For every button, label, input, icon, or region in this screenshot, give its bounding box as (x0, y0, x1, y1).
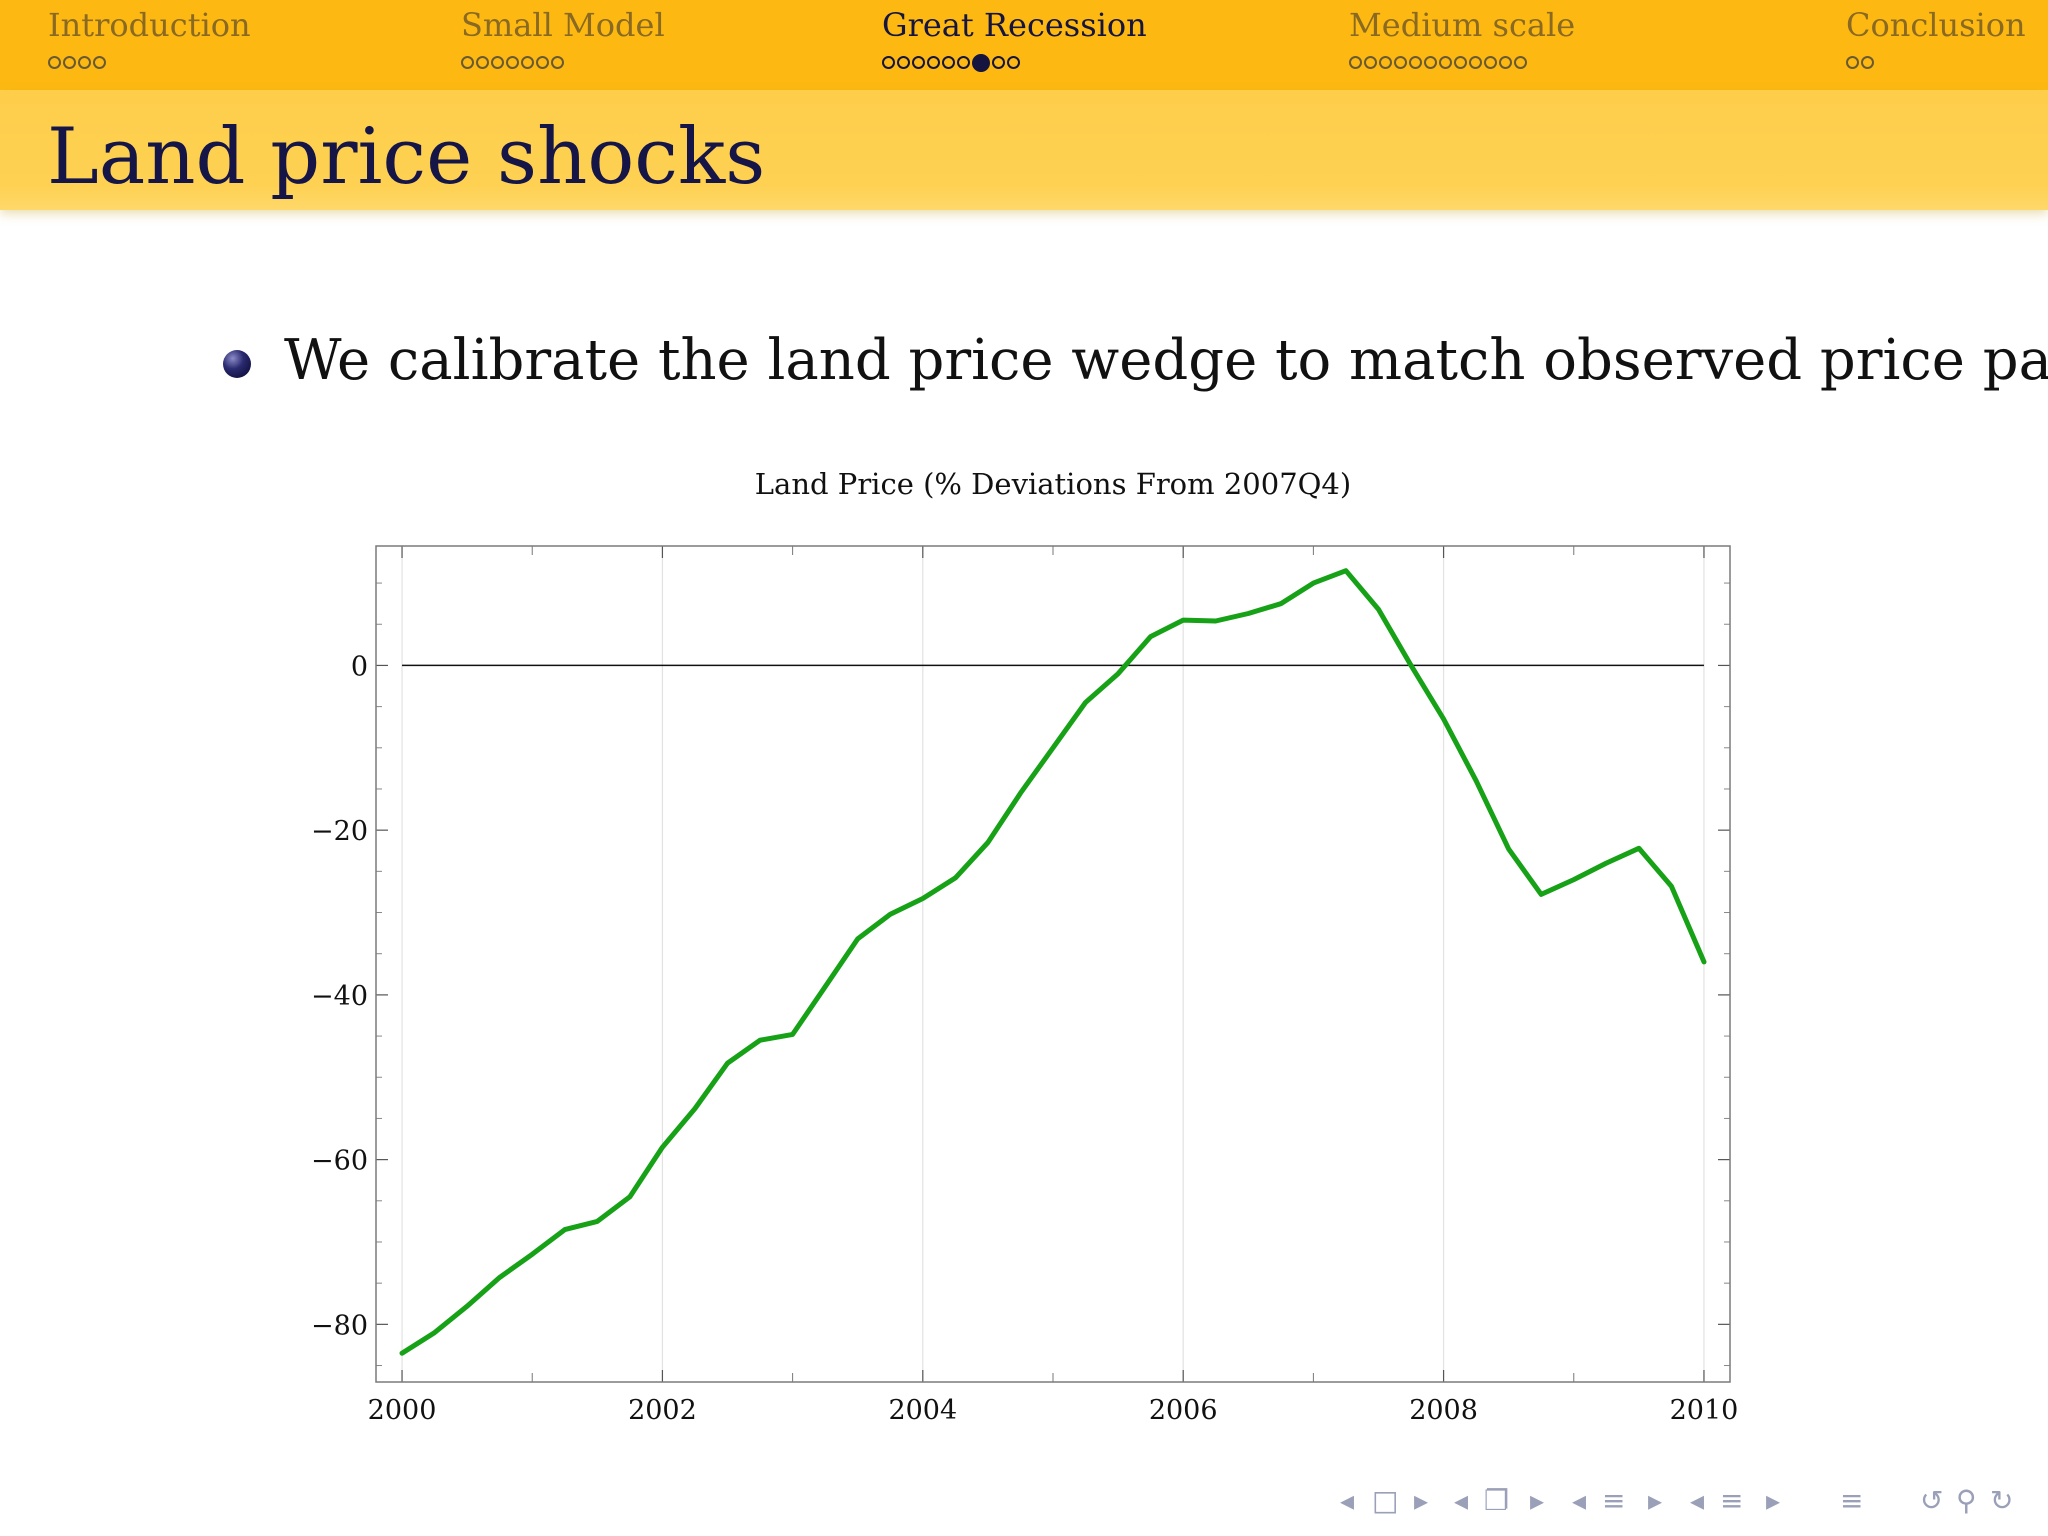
x-tick-label: 2008 (1409, 1395, 1478, 1426)
nav-dot[interactable] (942, 56, 955, 69)
nav-section-small-model[interactable]: Small Model (461, 6, 665, 69)
nav-dots[interactable] (882, 52, 1022, 72)
plot-frame (375, 545, 1731, 1383)
nav-dot[interactable] (1454, 56, 1467, 69)
nav-label[interactable]: Introduction (48, 6, 251, 44)
nav-dot[interactable] (1439, 56, 1452, 69)
nav-dot[interactable] (882, 56, 895, 69)
nav-dot[interactable] (461, 56, 474, 69)
chart-title: Land Price (% Deviations From 2007Q4) (754, 467, 1352, 501)
x-tick-label: 2006 (1149, 1395, 1218, 1426)
nav-dot[interactable] (491, 56, 504, 69)
land-price-line (399, 568, 1707, 1356)
chart-tick-labels: 2000 2002 2004 2006 2008 2010 0 −20 −40 −60 −80 (311, 651, 1738, 1426)
nav-label[interactable]: Small Model (461, 6, 665, 44)
nav-dot[interactable] (521, 56, 534, 69)
nav-label[interactable]: Great Recession (882, 6, 1147, 44)
nav-dot[interactable] (63, 56, 76, 69)
nav-dot[interactable] (1379, 56, 1392, 69)
nav-dots[interactable] (461, 52, 566, 71)
chart-series (399, 568, 1707, 1356)
x-tick-label: 2004 (888, 1395, 957, 1426)
subsection-icon[interactable]: ❐ (1484, 1484, 1510, 1517)
nav-section-medium-scale[interactable]: Medium scale (1349, 6, 1576, 69)
nav-dot[interactable] (897, 56, 910, 69)
section-icon[interactable]: ≡ (1602, 1484, 1626, 1517)
arrow-left-icon[interactable]: ◂ (1340, 1484, 1355, 1517)
nav-dot[interactable] (93, 56, 106, 69)
nav-dot[interactable] (1424, 56, 1437, 69)
nav-dot[interactable] (551, 56, 564, 69)
nav-dot[interactable] (78, 56, 91, 69)
bullet-text: We calibrate the land price wedge to mat… (284, 328, 2048, 393)
x-tick-label: 2002 (628, 1395, 697, 1426)
nav-dot[interactable] (1394, 56, 1407, 69)
y-tick-label: −60 (311, 1146, 368, 1177)
chart-grid (401, 546, 1705, 1382)
redo-icon[interactable]: ↻ (1990, 1484, 2014, 1517)
nav-dot[interactable] (476, 56, 489, 69)
arrow-right-icon[interactable]: ▸ (1648, 1484, 1663, 1517)
undo-icon[interactable]: ↺ (1920, 1484, 1944, 1517)
nav-label[interactable]: Medium scale (1349, 6, 1576, 44)
nav-label[interactable]: Conclusion (1846, 6, 2026, 44)
arrow-left-icon[interactable]: ◂ (1454, 1484, 1469, 1517)
arrow-left-icon[interactable]: ◂ (1572, 1484, 1587, 1517)
nav-dot[interactable] (506, 56, 519, 69)
arrow-left-icon[interactable]: ◂ (1690, 1484, 1705, 1517)
x-tick-label: 2000 (368, 1395, 437, 1426)
chart-ticks (376, 546, 1730, 1382)
nav-dot[interactable] (1514, 56, 1527, 69)
nav-dot[interactable] (927, 56, 940, 69)
nav-dot[interactable] (48, 56, 61, 69)
bullet-icon (223, 350, 251, 378)
nav-dot[interactable] (992, 56, 1005, 69)
nav-dots[interactable] (1349, 52, 1529, 71)
nav-dot[interactable] (1499, 56, 1512, 69)
nav-dot[interactable] (957, 56, 970, 69)
y-tick-label: 0 (351, 651, 368, 682)
arrow-right-icon[interactable]: ▸ (1530, 1484, 1545, 1517)
frame-icon[interactable]: □ (1372, 1484, 1399, 1517)
x-tick-label: 2010 (1670, 1395, 1739, 1426)
nav-dot[interactable] (1484, 56, 1497, 69)
navigation-bar: Introduction Small Model Great Recession… (0, 0, 2048, 90)
arrow-right-icon[interactable]: ▸ (1766, 1484, 1781, 1517)
nav-dot[interactable] (1861, 56, 1874, 69)
nav-dot[interactable] (1007, 56, 1020, 69)
nav-section-great-recession[interactable]: Great Recession (882, 6, 1147, 72)
title-bar: Land price shocks (0, 90, 2048, 210)
y-tick-label: −20 (311, 816, 368, 847)
nav-dot[interactable] (1846, 56, 1859, 69)
section-icon[interactable]: ≡ (1720, 1484, 1744, 1517)
nav-dot[interactable] (1409, 56, 1422, 69)
nav-section-conclusion[interactable]: Conclusion (1846, 6, 2026, 69)
toc-icon[interactable]: ≡ (1840, 1484, 1864, 1517)
nav-dot[interactable] (1364, 56, 1377, 69)
beamer-controls: ◂ □ ▸ ◂ ❐ ▸ ◂ ≡ ▸ ◂ ≡ ▸ ≡ ↺ ⚲ ↻ (1330, 1484, 2030, 1524)
slide-title: Land price shocks (47, 112, 766, 202)
nav-dot[interactable] (972, 53, 990, 72)
y-tick-label: −40 (311, 981, 368, 1012)
nav-dot[interactable] (1349, 56, 1362, 69)
nav-section-introduction[interactable]: Introduction (48, 6, 251, 69)
arrow-right-icon[interactable]: ▸ (1414, 1484, 1429, 1517)
y-tick-label: −80 (311, 1310, 368, 1341)
search-icon[interactable]: ⚲ (1956, 1484, 1977, 1517)
nav-dot[interactable] (1469, 56, 1482, 69)
nav-dot[interactable] (536, 56, 549, 69)
nav-dots[interactable] (48, 52, 108, 71)
nav-dot[interactable] (912, 56, 925, 69)
nav-dots[interactable] (1846, 52, 1876, 71)
